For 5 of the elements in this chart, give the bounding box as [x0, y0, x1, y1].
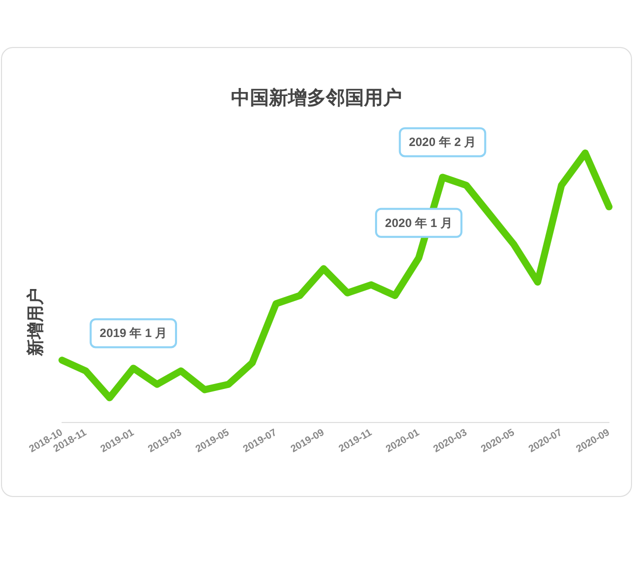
annotation: 2020 年 2 月 — [408, 135, 476, 150]
y-axis-title: 新增用户 — [26, 288, 45, 357]
annotation: 2020 年 1 月 — [385, 216, 452, 230]
chart-title: 中国新增多邻国用户 — [231, 87, 402, 109]
annotation: 2019 年 1 月 — [100, 326, 168, 340]
